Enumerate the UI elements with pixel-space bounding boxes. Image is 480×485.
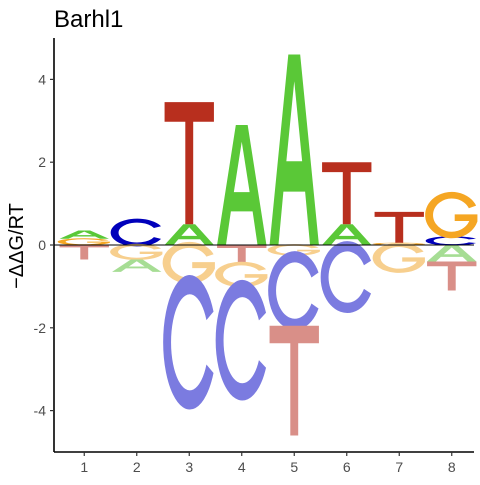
x-tick-label: 2 bbox=[133, 459, 141, 475]
chart-title: Barhl1 bbox=[54, 6, 123, 33]
letter-g-pos7-above-1 bbox=[372, 242, 425, 246]
x-tick-label: 7 bbox=[395, 459, 403, 475]
letter-t-pos8-below-2 bbox=[427, 261, 477, 291]
y-axis-title: −ΔΔG/RT bbox=[6, 203, 28, 289]
letter-a-pos4-above-1 bbox=[217, 124, 267, 245]
y-tick-label: 2 bbox=[38, 154, 46, 170]
letters-layer bbox=[57, 54, 478, 436]
axes-layer: -4 -2 0 2 4 1 2 3 4 5 6 7 8 bbox=[34, 38, 474, 475]
letter-a-pos1-above-2 bbox=[59, 230, 109, 239]
letter-c-pos3-below-2 bbox=[163, 275, 214, 410]
letter-g-pos7-below-1 bbox=[372, 242, 425, 273]
x-tick-label: 5 bbox=[290, 459, 298, 475]
letter-t-pos6-above-2 bbox=[322, 162, 372, 225]
letter-t-pos1-below-1 bbox=[59, 245, 109, 260]
x-tick-label: 6 bbox=[343, 459, 351, 475]
letter-a-pos2-below-2 bbox=[112, 259, 162, 272]
letter-g-pos1-above-1 bbox=[57, 238, 110, 246]
letter-c-pos6-below-1 bbox=[320, 241, 372, 314]
y-tick-label: 0 bbox=[38, 237, 46, 253]
letter-t-pos7-above-2 bbox=[374, 211, 424, 243]
y-tick-label: -4 bbox=[34, 403, 47, 419]
letter-g-pos3-below-1 bbox=[162, 241, 215, 284]
letter-a-pos3-above-1 bbox=[164, 224, 214, 245]
x-tick-label: 3 bbox=[185, 459, 193, 475]
letter-g-pos4-below-2 bbox=[215, 261, 268, 288]
letter-a-pos8-below-1 bbox=[427, 245, 477, 262]
letter-c-pos5-below-2 bbox=[268, 251, 319, 330]
x-tick-label: 4 bbox=[238, 459, 246, 475]
y-tick-label: 4 bbox=[38, 71, 46, 87]
x-tick-label: 1 bbox=[80, 459, 88, 475]
letter-t-pos3-above-2 bbox=[164, 102, 214, 225]
letter-t-pos5-below-3 bbox=[269, 325, 319, 436]
letter-a-pos5-above-1 bbox=[269, 54, 319, 246]
letter-c-pos4-below-3 bbox=[215, 279, 267, 401]
letter-a-pos6-above-1 bbox=[322, 224, 372, 245]
letter-c-pos2-above-1 bbox=[110, 218, 162, 247]
x-tick-label: 8 bbox=[448, 459, 456, 475]
letter-g-pos8-above-2 bbox=[425, 191, 478, 239]
letter-g-pos2-below-1 bbox=[110, 243, 163, 260]
y-tick-label: -2 bbox=[34, 320, 47, 336]
letter-t-pos4-below-1 bbox=[217, 245, 267, 264]
